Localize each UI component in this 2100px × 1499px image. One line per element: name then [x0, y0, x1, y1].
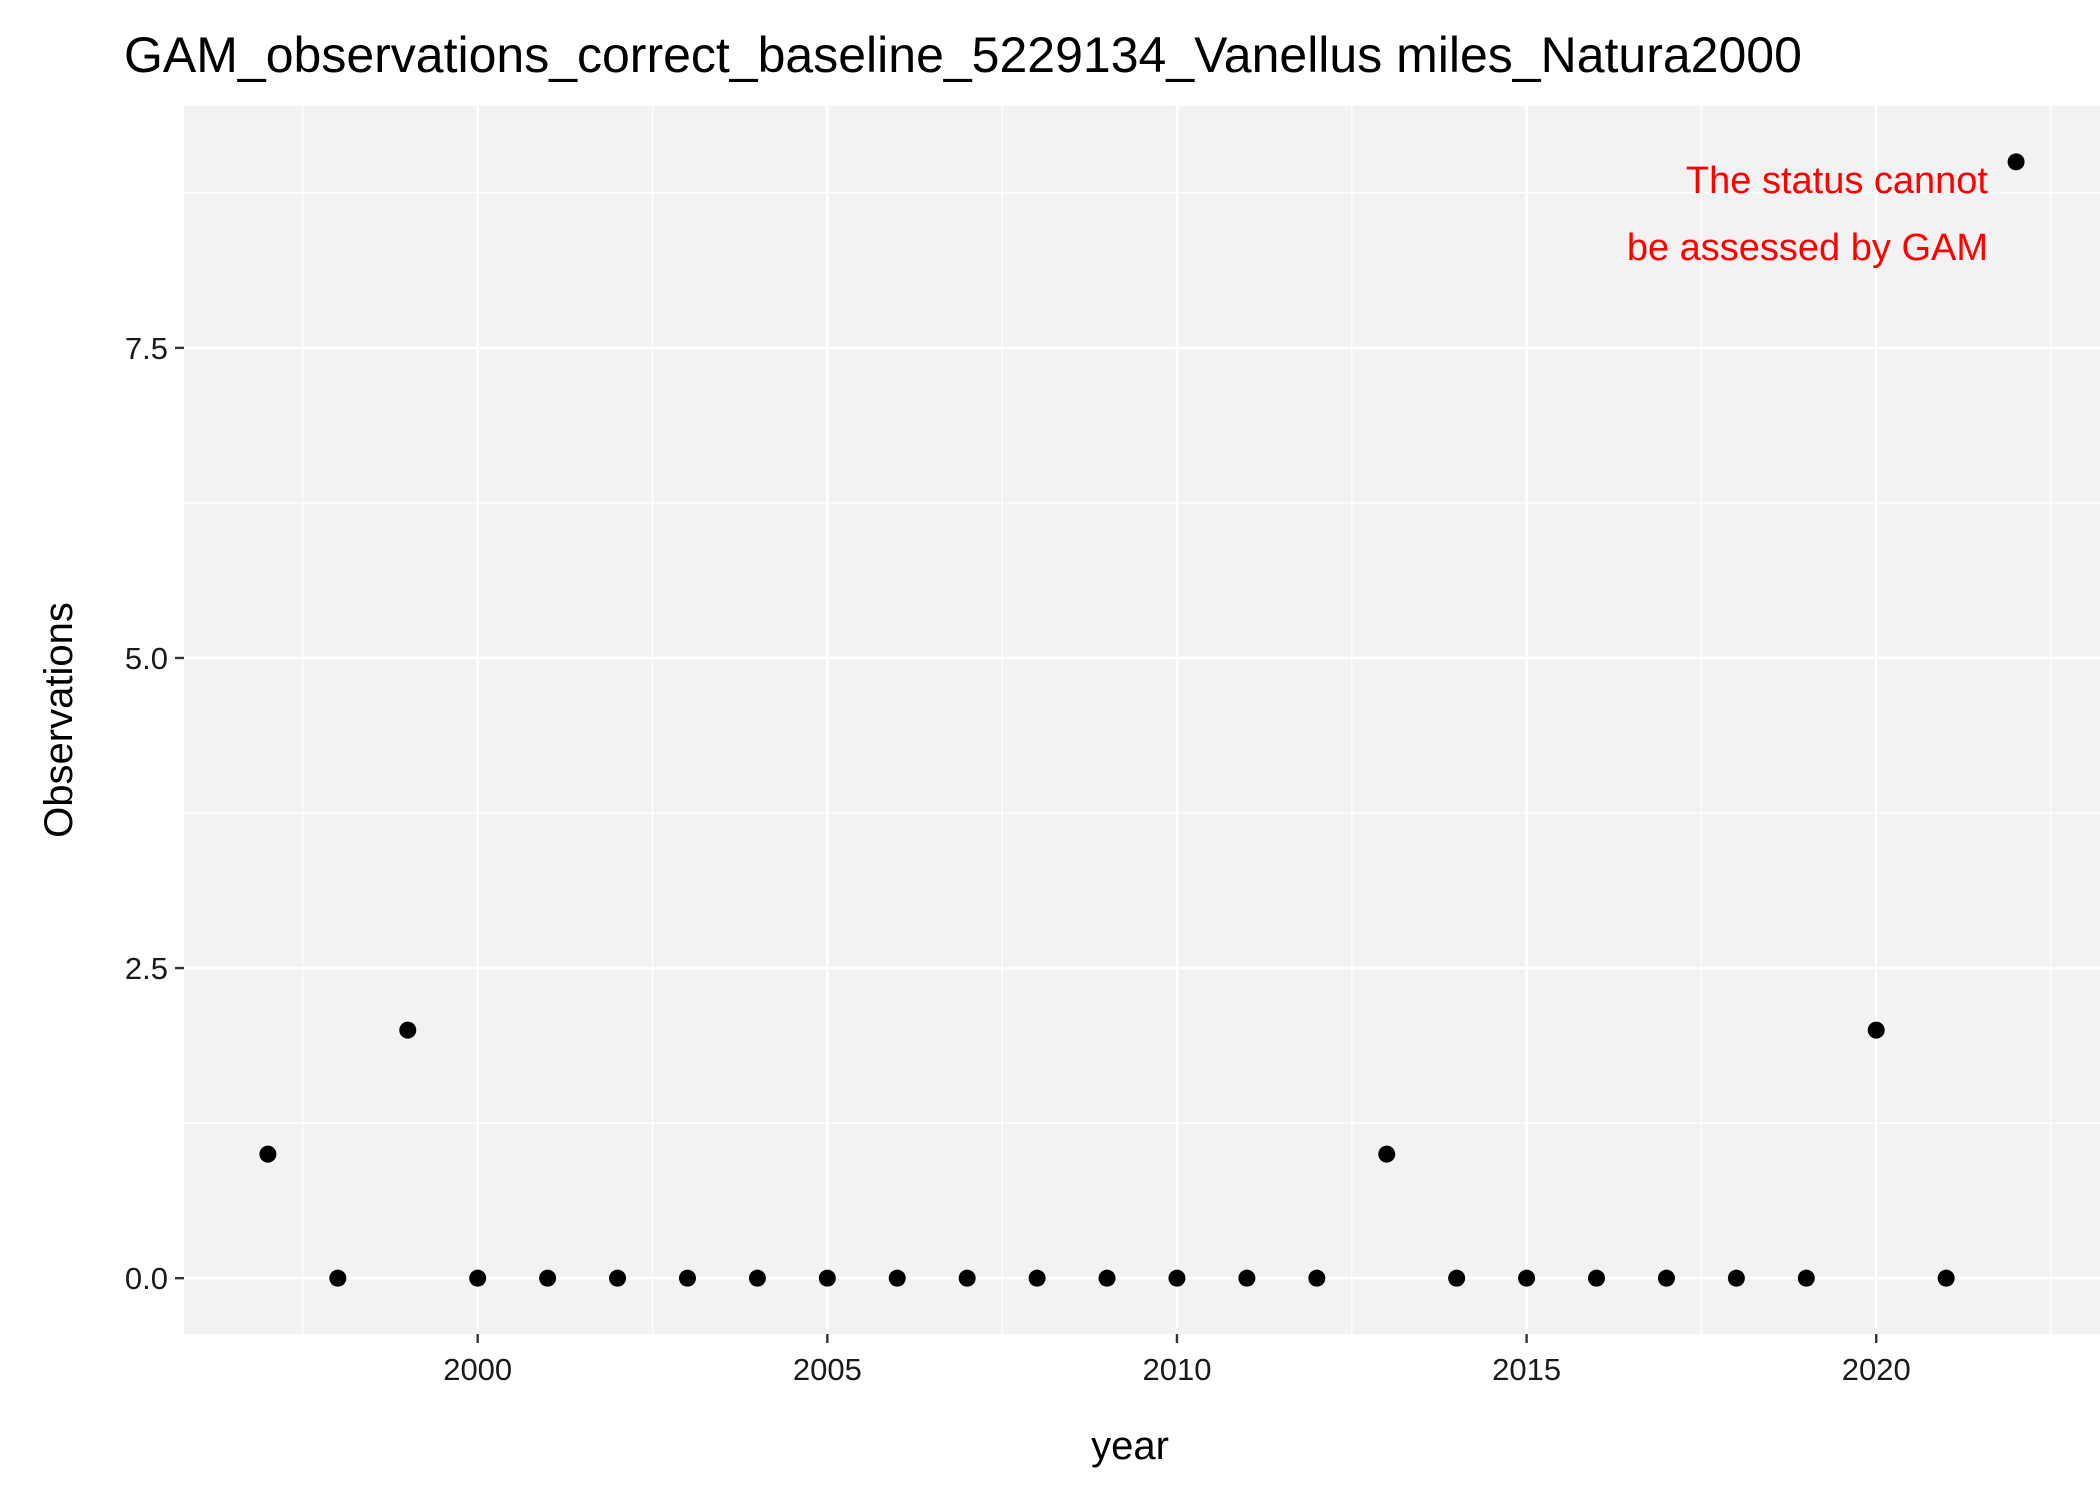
annotation-line: The status cannot — [1686, 160, 1989, 202]
data-point — [2007, 153, 2025, 171]
data-point — [1098, 1269, 1116, 1287]
x-axis-label: year — [1091, 1424, 1169, 1468]
data-points — [259, 153, 2025, 1287]
data-point — [1588, 1269, 1606, 1287]
data-point — [748, 1269, 766, 1287]
y-tick-label: 0.0 — [125, 1261, 168, 1296]
y-axis-label: Observations — [37, 602, 81, 838]
data-point — [1448, 1269, 1466, 1287]
data-point — [678, 1269, 696, 1287]
data-point — [958, 1269, 976, 1287]
grid-lines — [184, 106, 2100, 1334]
data-point — [1308, 1269, 1326, 1287]
data-point — [1937, 1269, 1955, 1287]
data-point — [399, 1021, 417, 1039]
y-tick-label: 2.5 — [125, 951, 168, 986]
x-tick-label: 2005 — [793, 1352, 862, 1387]
x-tick-label: 2020 — [1842, 1352, 1911, 1387]
data-point — [1518, 1269, 1536, 1287]
plot-panel — [184, 106, 2100, 1334]
data-point — [1657, 1269, 1675, 1287]
data-point — [329, 1269, 347, 1287]
y-tick-label: 7.5 — [125, 331, 168, 366]
data-point — [1168, 1269, 1186, 1287]
axes: 2000 2005 2010 2015 2020 0.0 2.5 5.0 7.5 — [125, 331, 1911, 1387]
data-point — [1797, 1269, 1815, 1287]
x-tick-label: 2000 — [443, 1352, 512, 1387]
x-tick-label: 2010 — [1142, 1352, 1211, 1387]
data-point — [888, 1269, 906, 1287]
status-annotation: The status cannot be assessed by GAM — [1627, 160, 1989, 269]
x-tick-label: 2015 — [1492, 1352, 1561, 1387]
chart-title: GAM_observations_correct_baseline_522913… — [124, 27, 1802, 83]
annotation-line: be assessed by GAM — [1627, 227, 1988, 269]
data-point — [609, 1269, 627, 1287]
data-point — [539, 1269, 557, 1287]
data-point — [1867, 1021, 1885, 1039]
data-point — [259, 1145, 277, 1163]
data-point — [469, 1269, 487, 1287]
data-point — [818, 1269, 836, 1287]
data-point — [1378, 1145, 1396, 1163]
data-point — [1028, 1269, 1046, 1287]
data-point — [1238, 1269, 1256, 1287]
data-point — [1727, 1269, 1745, 1287]
y-tick-label: 5.0 — [125, 641, 168, 676]
